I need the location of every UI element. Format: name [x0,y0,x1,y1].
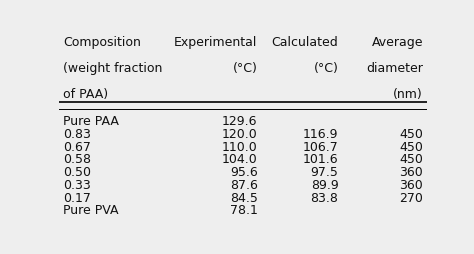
Text: 360: 360 [399,178,423,191]
Text: Calculated: Calculated [272,36,338,49]
Text: of PAA): of PAA) [63,87,108,100]
Text: 87.6: 87.6 [230,178,258,191]
Text: 101.6: 101.6 [303,153,338,166]
Text: 110.0: 110.0 [222,140,258,153]
Text: 116.9: 116.9 [303,127,338,140]
Text: 120.0: 120.0 [222,127,258,140]
Text: 450: 450 [399,127,423,140]
Text: Composition: Composition [63,36,141,49]
Text: Pure PAA: Pure PAA [63,115,119,128]
Text: (nm): (nm) [393,87,423,100]
Text: 0.17: 0.17 [63,191,91,204]
Text: 129.6: 129.6 [222,115,258,128]
Text: (°C): (°C) [233,62,258,75]
Text: Average: Average [372,36,423,49]
Text: Experimental: Experimental [174,36,258,49]
Text: (°C): (°C) [314,62,338,75]
Text: 83.8: 83.8 [310,191,338,204]
Text: 0.58: 0.58 [63,153,91,166]
Text: Pure PVA: Pure PVA [63,203,118,216]
Text: 270: 270 [399,191,423,204]
Text: 0.50: 0.50 [63,165,91,178]
Text: 95.6: 95.6 [230,165,258,178]
Text: diameter: diameter [366,62,423,75]
Text: 89.9: 89.9 [310,178,338,191]
Text: 84.5: 84.5 [230,191,258,204]
Text: 360: 360 [399,165,423,178]
Text: 78.1: 78.1 [230,203,258,216]
Text: (weight fraction: (weight fraction [63,62,162,75]
Text: 0.83: 0.83 [63,127,91,140]
Text: 97.5: 97.5 [310,165,338,178]
Text: 450: 450 [399,140,423,153]
Text: 0.33: 0.33 [63,178,91,191]
Text: 0.67: 0.67 [63,140,91,153]
Text: 450: 450 [399,153,423,166]
Text: 106.7: 106.7 [303,140,338,153]
Text: 104.0: 104.0 [222,153,258,166]
